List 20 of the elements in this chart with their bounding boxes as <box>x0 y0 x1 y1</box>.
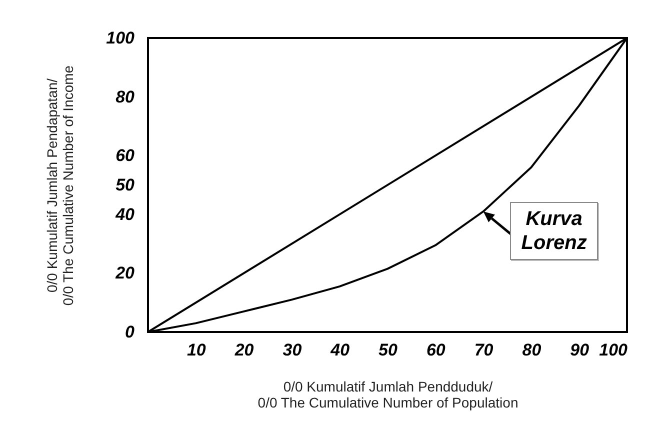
y-tick-label: 0 <box>125 322 136 342</box>
x-tick-label: 20 <box>234 340 254 360</box>
y-axis-title: 0/0 Kumulatif Jumlah Pendapatan/ 0/0 The Cumulative Number of Income <box>44 65 76 306</box>
x-tick-label: 80 <box>522 340 542 360</box>
x-axis-title: 0/0 Kumulatif Jumlah Pendduduk/ 0/0 The Cumulative Number of Population <box>258 378 518 410</box>
x-tick-label: 100 <box>599 340 628 360</box>
annotation: Kurva Lorenz <box>510 202 598 260</box>
x-tick-label: 50 <box>378 340 398 360</box>
x-tick-label: 30 <box>282 340 302 360</box>
y-tick-label: 20 <box>114 264 136 283</box>
x-tick-label: 40 <box>330 340 350 360</box>
y-tick-label: 100 <box>106 28 136 48</box>
y-tick-label: 80 <box>116 87 136 106</box>
y-tick-label: 60 <box>116 146 136 166</box>
x-tick-label: 60 <box>426 340 446 360</box>
x-tick-label: 10 <box>186 340 206 360</box>
y-tick-label: 50 <box>116 176 136 194</box>
y-tick-label: 40 <box>114 204 136 224</box>
x-tick-label: 90 <box>570 340 590 360</box>
x-tick-label: 70 <box>474 340 494 360</box>
